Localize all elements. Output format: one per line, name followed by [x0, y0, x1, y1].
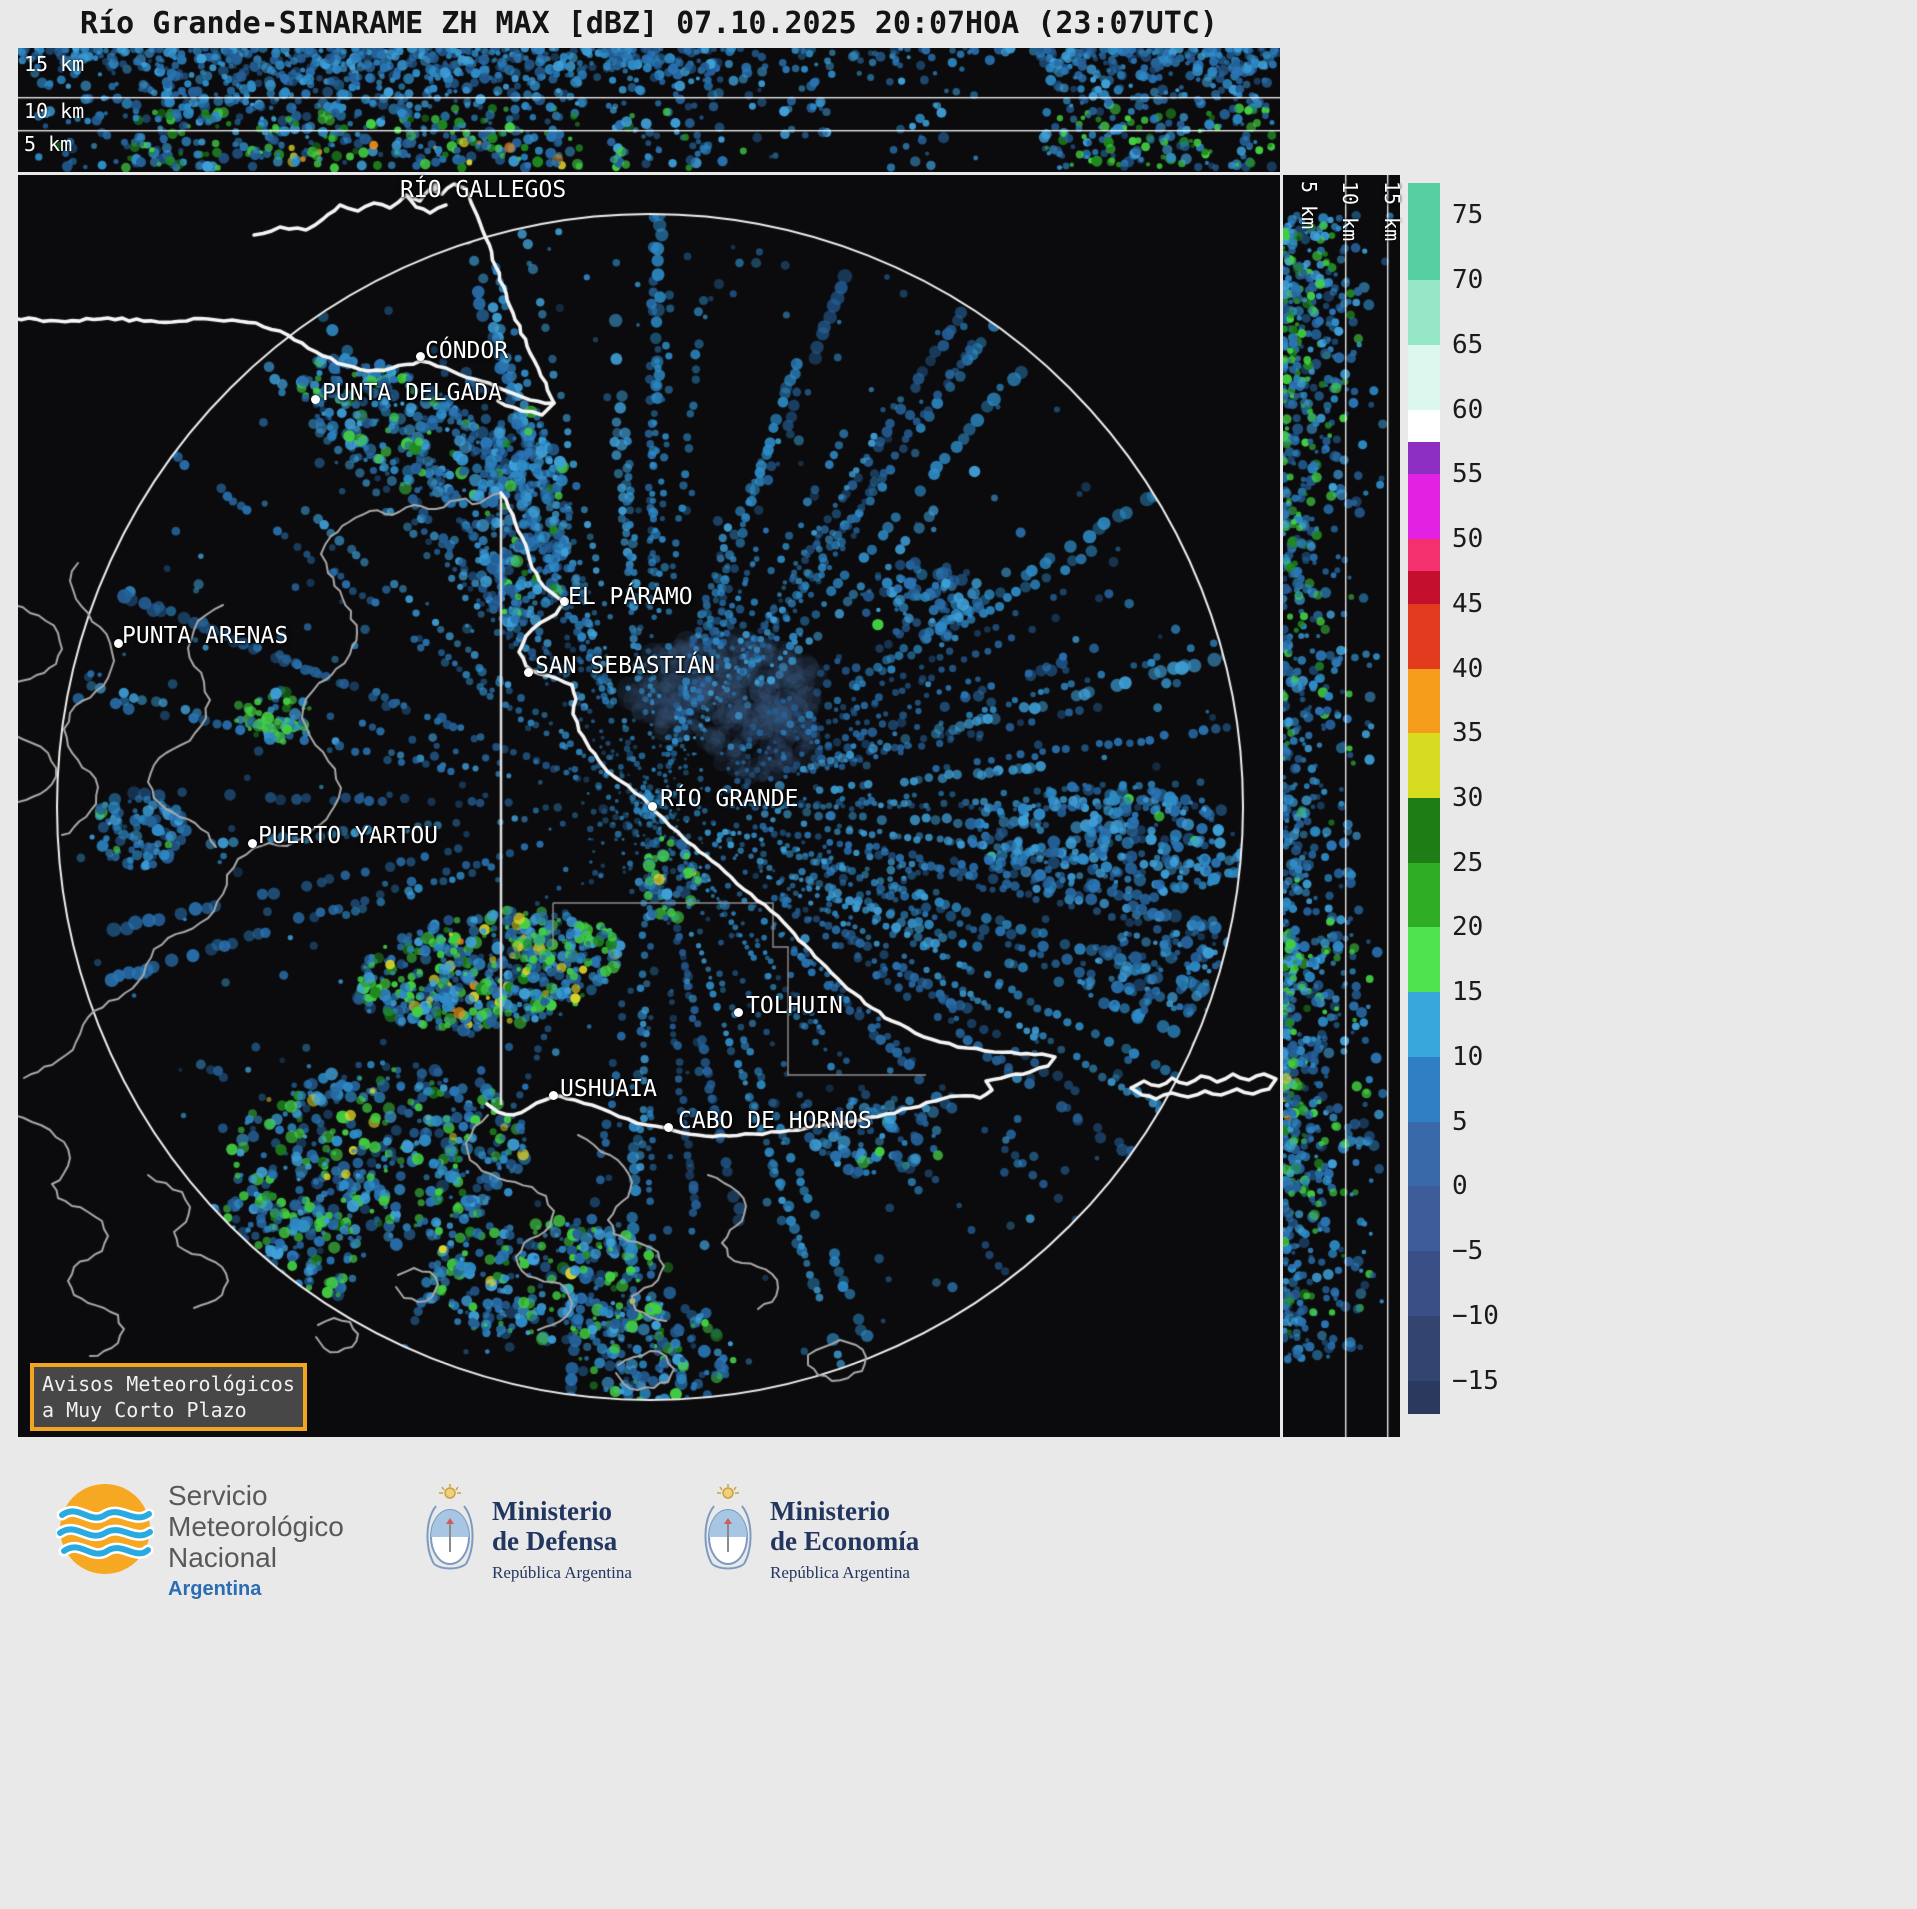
altitude-label: 15 km [24, 52, 85, 76]
colorbar-segment [1408, 1056, 1440, 1123]
top-cross-section-canvas [18, 48, 1280, 172]
colorbar-tick-label: 55 [1452, 459, 1484, 490]
ministry-name-line: de Defensa [492, 1526, 618, 1556]
colorbar-tick-label: 5 [1452, 1106, 1468, 1137]
colorbar-tick-label: 40 [1452, 653, 1484, 684]
warning-box: Avisos Meteorológicos a Muy Corto Plazo [30, 1363, 307, 1431]
city-marker [311, 395, 320, 404]
colorbar-segment [1408, 539, 1440, 572]
city-label: USHUAIA [560, 1076, 657, 1102]
city-marker [648, 802, 657, 811]
colorbar-tick-label: 15 [1452, 977, 1484, 1008]
colorbar-segment [1408, 280, 1440, 346]
warning-line-2: a Muy Corto Plazo [42, 1398, 247, 1422]
colorbar-tick-label: −10 [1452, 1300, 1499, 1331]
altitude-label: 5 km [1297, 181, 1321, 230]
colorbar-segment [1408, 441, 1440, 475]
colorbar-segment [1408, 733, 1440, 799]
city-label: PUNTA DELGADA [322, 380, 503, 406]
footer: Servicio Meteorológico Nacional Argentin… [0, 1478, 1917, 1658]
altitude-label: 15 km [1380, 181, 1404, 242]
ministry-name-line: Ministerio [770, 1496, 890, 1526]
colorbar-segment [1408, 1121, 1440, 1187]
altitude-label: 10 km [1338, 181, 1362, 242]
city-marker [560, 597, 569, 606]
colorbar-tick-label: 60 [1452, 394, 1484, 425]
ministry-subtitle: República Argentina [492, 1563, 632, 1582]
colorbar-segment [1408, 183, 1440, 281]
colorbar-segment [1408, 992, 1440, 1058]
colorbar-tick-label: 35 [1452, 718, 1484, 749]
city-marker [248, 839, 257, 848]
colorbar-segment [1408, 1251, 1440, 1317]
city-label: CÓNDOR [425, 338, 509, 364]
reflectivity-colorbar: 75 70 65 60 55 50 45 40 35 30 25 20 15 10 5 0 −5 −10 −15 [1408, 183, 1499, 1414]
colorbar-segment [1408, 571, 1440, 605]
city-label: CABO DE HORNOS [678, 1108, 872, 1134]
colorbar-tick-label: 70 [1452, 265, 1484, 296]
right-cross-section-panel: 5 km 10 km 15 km [1283, 175, 1404, 1437]
colorbar-tick-label: 65 [1452, 329, 1484, 360]
city-label: PUNTA ARENAS [122, 623, 289, 649]
smn-name-line: Servicio [168, 1480, 268, 1511]
ministry-economia-text: Ministerio de Economía República Argenti… [770, 1482, 919, 1583]
colorbar-segment [1408, 1186, 1440, 1252]
colorbar-segment [1408, 668, 1440, 734]
city-label: PUERTO YARTOU [258, 823, 439, 849]
city-label: SAN SEBASTIÁN [535, 653, 716, 679]
smn-name-line: Meteorológico [168, 1511, 344, 1542]
right-cross-section-canvas [1283, 175, 1400, 1437]
colorbar-segment [1408, 474, 1440, 540]
warning-line-1: Avisos Meteorológicos [42, 1372, 295, 1396]
ministry-economia-block: Ministerio de Economía República Argenti… [698, 1482, 919, 1583]
colorbar-segment [1408, 798, 1440, 864]
colorbar-tick-label: 20 [1452, 912, 1484, 943]
colorbar-segment [1408, 344, 1440, 411]
city-label: RÍO GRANDE [660, 786, 799, 812]
ministry-subtitle: República Argentina [770, 1563, 910, 1582]
colorbar-segment [1408, 409, 1440, 443]
colorbar-tick-label: −5 [1452, 1236, 1484, 1267]
coat-of-arms-icon [426, 1484, 474, 1570]
colorbar-segment [1408, 862, 1440, 929]
smn-name-line: Nacional [168, 1542, 277, 1573]
colorbar-tick-label: 30 [1452, 783, 1484, 813]
smn-country: Argentina [168, 1578, 262, 1600]
city-label: RÍO GALLEGOS [400, 177, 567, 203]
city-label: EL PÁRAMO [568, 584, 693, 610]
ministry-defensa-text: Ministerio de Defensa República Argentin… [492, 1482, 632, 1583]
coat-of-arms-icon [704, 1484, 752, 1570]
colorbar-segment [1408, 1380, 1440, 1414]
city-marker [664, 1123, 673, 1132]
top-cross-section-panel: 15 km 10 km 5 km [18, 48, 1280, 172]
ministry-name-line: de Economía [770, 1526, 920, 1556]
colorbar-segment [1408, 927, 1440, 993]
radar-map-panel: Avisos Meteorológicos a Muy Corto Plazo … [18, 175, 1280, 1437]
ministry-defensa-block: Ministerio de Defensa República Argentin… [420, 1482, 632, 1583]
page-title: Río Grande-SINARAME ZH MAX [dBZ] 07.10.2… [80, 6, 1218, 41]
city-marker [430, 182, 439, 191]
ministry-name-line: Ministerio [492, 1496, 612, 1526]
colorbar-segment [1408, 1315, 1440, 1382]
colorbar-tick-label: 50 [1452, 524, 1484, 555]
smn-logo-block: Servicio Meteorológico Nacional Argentin… [56, 1480, 344, 1601]
altitude-label: 10 km [24, 99, 85, 123]
city-marker [734, 1008, 743, 1017]
colorbar-tick-label: 75 [1452, 200, 1484, 231]
smn-logo-icon [56, 1484, 154, 1574]
colorbar-tick-label: 0 [1452, 1171, 1468, 1202]
smn-text: Servicio Meteorológico Nacional Argentin… [168, 1480, 344, 1601]
city-label: TOLHUIN [746, 993, 843, 1019]
city-marker [549, 1091, 558, 1100]
city-marker [114, 639, 123, 648]
city-marker [524, 668, 533, 677]
city-marker [416, 352, 425, 361]
colorbar-tick-label: 10 [1452, 1041, 1484, 1072]
colorbar-segment [1408, 603, 1440, 670]
colorbar-tick-label: 45 [1452, 588, 1484, 619]
colorbar-tick-label: 25 [1452, 847, 1484, 878]
colorbar-tick-label: −15 [1452, 1365, 1499, 1396]
altitude-label: 5 km [24, 132, 73, 156]
